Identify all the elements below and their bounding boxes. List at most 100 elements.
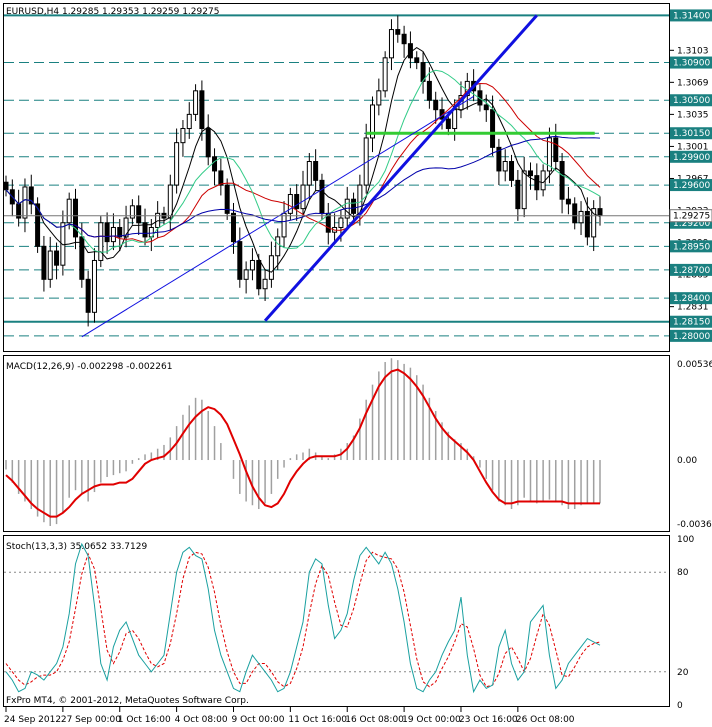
candle-body — [180, 128, 186, 144]
candle-body — [230, 212, 236, 243]
candle-body — [591, 208, 597, 238]
level-label-box — [670, 292, 712, 305]
candle-body — [546, 137, 552, 172]
candle-body — [47, 250, 53, 280]
level-label: 1.28950 — [673, 242, 710, 252]
candle-body — [445, 118, 451, 130]
candle-body — [186, 113, 192, 130]
stoch-panel-frame — [3, 535, 670, 707]
candle-body — [268, 255, 274, 280]
level-label: 1.28000 — [673, 332, 710, 342]
candle-body — [91, 259, 97, 313]
price-tick-label: 1.2831 — [677, 303, 709, 313]
stoch-panel[interactable]: 100 80 20 0 — [4, 535, 694, 711]
candle-body — [414, 57, 420, 64]
trendline — [81, 96, 474, 338]
candle-body — [129, 205, 135, 219]
level-label: 1.29600 — [673, 181, 710, 191]
level-label: 1.29900 — [673, 153, 710, 163]
level-label-box — [670, 94, 712, 107]
candle-body — [275, 236, 281, 257]
candle-body — [167, 184, 173, 219]
level-label-box — [670, 315, 712, 328]
time-tick-label: 19 Oct 00:00 — [402, 715, 461, 725]
level-label: 1.28400 — [673, 294, 710, 304]
macd-axis-label: -0.00366 — [677, 520, 712, 530]
candle-body — [262, 278, 268, 290]
level-label-box — [670, 263, 712, 276]
candle-body — [193, 90, 199, 115]
candle-body — [313, 161, 319, 181]
candle-body — [382, 57, 388, 92]
candle-body — [85, 278, 91, 313]
macd-panel[interactable]: 0.00536 0.00 -0.00366 — [5, 358, 712, 530]
level-label-box — [670, 240, 712, 253]
price-panel[interactable]: 1.31031.30691.30351.30011.29671.29331.28… — [3, 9, 712, 342]
stoch-axis-label: 100 — [677, 535, 694, 545]
price-tick-label: 1.3103 — [677, 46, 709, 56]
macd-title: MACD(12,26,9) -0.002298 -0.002261 — [6, 362, 172, 372]
candle-body — [22, 186, 28, 219]
candle-body — [496, 146, 502, 172]
candle-body — [395, 29, 401, 35]
candle-body — [60, 222, 66, 266]
candle-body — [433, 99, 439, 111]
stoch-signal-line — [5, 551, 601, 688]
level-label: 1.31400 — [673, 11, 710, 21]
current-price-label: 1.29275 — [673, 212, 710, 222]
price-chart-title: EURUSD,H4 1.29285 1.29353 1.29259 1.2927… — [6, 7, 219, 17]
macd-signal-line — [5, 368, 600, 518]
stoch-axis-label: 0 — [677, 701, 683, 711]
stoch-title: Stoch(13,3,3) 35.0652 33.7129 — [6, 542, 147, 552]
candle-body — [338, 217, 344, 228]
candle-body — [218, 170, 224, 186]
candle-body — [117, 226, 123, 238]
level-label-box — [670, 56, 712, 69]
candle-body — [477, 90, 483, 106]
time-tick-label: 9 Oct 00:00 — [231, 715, 284, 725]
candle-body — [553, 137, 559, 163]
time-tick-label: 16 Oct 08:00 — [345, 715, 404, 725]
candle-body — [136, 205, 142, 224]
macd-axis-label: 0.00536 — [677, 360, 712, 370]
candle-body — [319, 179, 325, 214]
candle-body — [79, 236, 85, 280]
candle-body — [294, 193, 300, 210]
candle-body — [224, 184, 230, 214]
candle-body — [527, 170, 533, 177]
stoch-axis-label: 20 — [677, 668, 689, 678]
candle-body — [502, 161, 508, 172]
candle-body — [142, 222, 148, 238]
candle-body — [281, 212, 287, 238]
stoch-axis-label: 80 — [677, 568, 689, 578]
candle-body — [205, 128, 211, 158]
level-label: 1.30900 — [673, 59, 710, 69]
stoch-main-line — [5, 542, 601, 694]
candle-body — [306, 161, 312, 186]
level-label-box — [670, 9, 712, 22]
candle-body — [104, 222, 110, 243]
candle-body — [73, 198, 79, 238]
candle-body — [351, 198, 357, 214]
candle-body — [243, 269, 249, 280]
level-label-box — [670, 329, 712, 342]
candle-body — [490, 109, 496, 148]
candle-body — [370, 104, 376, 139]
candle-body — [287, 193, 293, 214]
moving-average-line — [5, 135, 601, 238]
time-tick-label: 11 Oct 16:00 — [288, 715, 347, 725]
candle-body — [388, 29, 394, 59]
candle-body — [66, 198, 72, 224]
candle-body — [28, 186, 34, 205]
candle-body — [41, 245, 47, 280]
candle-body — [376, 90, 382, 106]
level-label: 1.29200 — [673, 219, 710, 229]
candle-body — [565, 198, 571, 205]
time-tick-label: 1 Oct 16:00 — [118, 715, 171, 725]
candle-body — [54, 250, 60, 266]
macd-panel-frame — [3, 355, 670, 532]
time-tick-label: 24 Sep 2012 — [4, 715, 61, 725]
candle-body — [123, 217, 129, 238]
level-label: 1.30500 — [673, 96, 710, 106]
